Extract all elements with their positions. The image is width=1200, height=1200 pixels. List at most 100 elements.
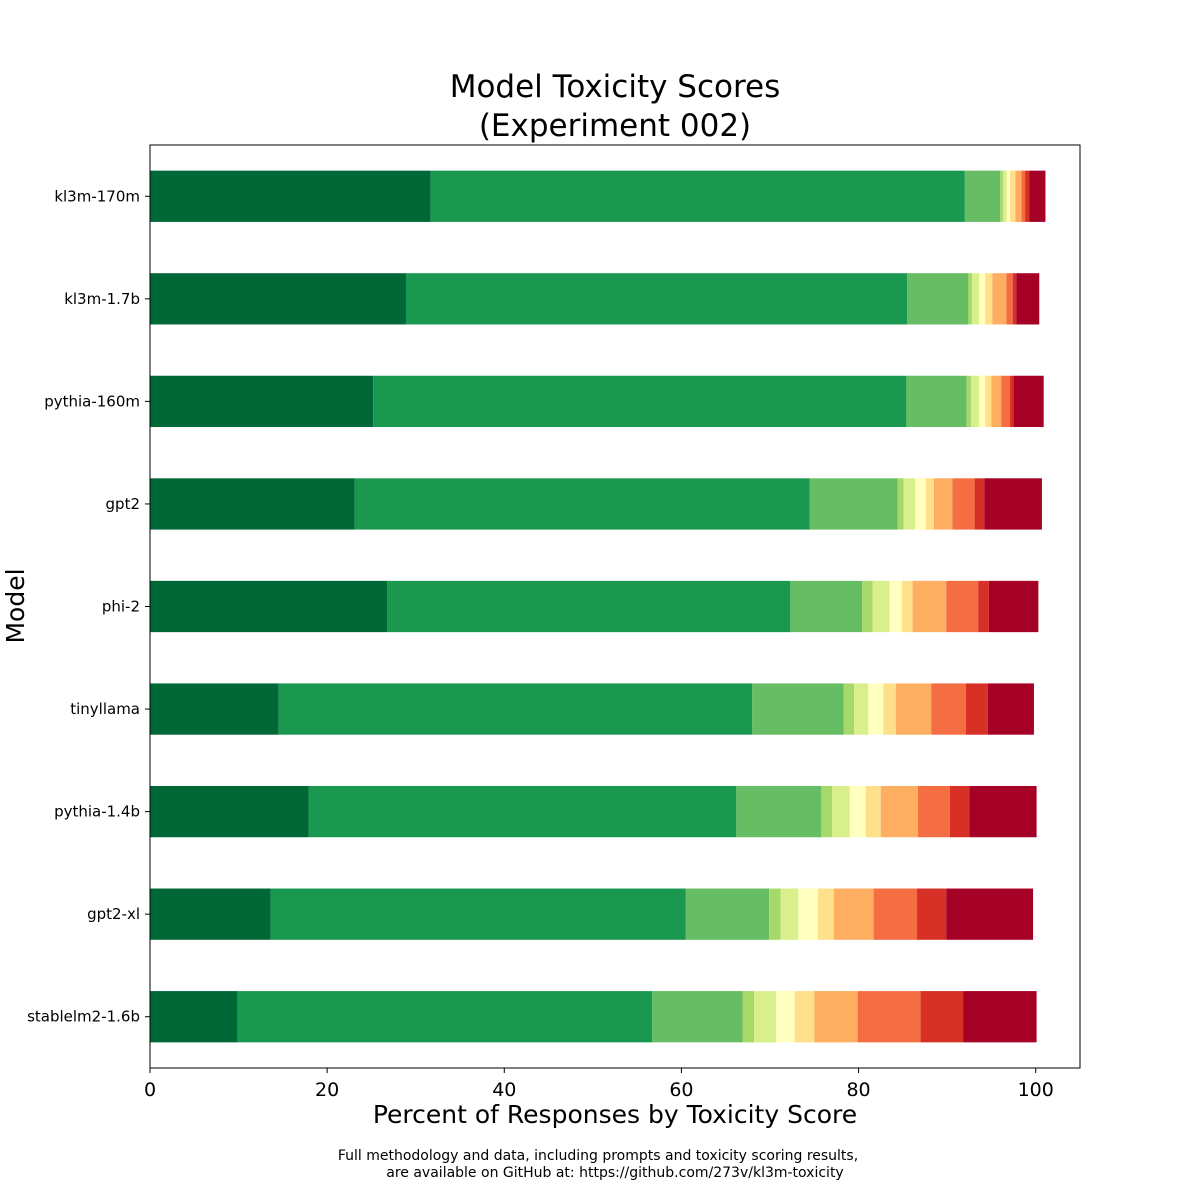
bar-segment-gpt2-xl-score-10 (946, 888, 1034, 940)
y-tick-label-gpt2: gpt2 (106, 495, 140, 513)
bar-segment-gpt2-score-9 (974, 478, 985, 530)
bar-segment-pythia-160m-score-9 (1010, 375, 1014, 428)
bar-stack-tinyllama (150, 683, 1034, 735)
bar-segment-tinyllama-score-5 (868, 683, 884, 735)
bar-segment-pythia-1.4b-score-3 (821, 785, 832, 838)
x-tick-label: 100 (1018, 1079, 1054, 1101)
bar-segment-tinyllama-score-8 (931, 683, 966, 735)
bar-segment-kl3m-1.7b-score-6 (985, 273, 993, 325)
y-axis-label: Model (1, 568, 30, 643)
bar-segment-gpt2-score-4 (903, 478, 916, 530)
bar-segment-gpt2-xl-score-4 (780, 888, 799, 940)
bar-segment-kl3m-170m-score-10 (1029, 170, 1046, 222)
y-tick-label-kl3m-1.7b: kl3m-1.7b (64, 290, 140, 308)
bar-segment-gpt2-score-10 (984, 478, 1042, 530)
footnote-line-1: Full methodology and data, including pro… (338, 1148, 858, 1164)
bar-segment-pythia-160m-score-0 (150, 375, 374, 428)
bar-segment-pythia-1.4b-score-4 (832, 785, 850, 838)
bar-segment-tinyllama-score-7 (895, 683, 932, 735)
bar-segment-pythia-160m-score-2 (906, 375, 967, 428)
bar-segment-pythia-160m-score-6 (985, 375, 992, 428)
bar-segment-pythia-160m-score-4 (971, 375, 980, 428)
bar-segment-tinyllama-score-6 (883, 683, 896, 735)
bar-segment-phi-2-score-2 (790, 580, 863, 633)
chart-title: Model Toxicity Scores (Experiment 002) (450, 69, 781, 144)
bar-segment-gpt2-xl-score-2 (685, 888, 770, 940)
bar-segment-gpt2-xl-score-3 (769, 888, 781, 940)
bar-segment-pythia-1.4b-score-9 (949, 785, 970, 838)
bar-segment-kl3m-170m-score-4 (1002, 170, 1007, 222)
bar-segment-tinyllama-score-0 (150, 683, 279, 735)
bar-segment-kl3m-170m-score-8 (1021, 170, 1026, 222)
bar-segment-gpt2-xl-score-0 (150, 888, 271, 940)
y-axis-ticks: kl3m-170m kl3m-1.7b pythia-160m gpt2 phi-2 ti… (27, 187, 150, 1026)
bar-segment-pythia-160m-score-5 (979, 375, 986, 428)
bar-segment-kl3m-1.7b-score-1 (405, 273, 908, 325)
bar-stack-kl3m-170m (150, 170, 1046, 222)
bar-segment-kl3m-1.7b-score-3 (968, 273, 972, 325)
chart-title-line-2: (Experiment 002) (479, 108, 751, 144)
bar-stack-kl3m-1.7b (150, 273, 1040, 325)
bar-segment-pythia-1.4b-score-5 (849, 785, 866, 838)
bar-stack-gpt2 (150, 478, 1042, 530)
bar-segment-phi-2-score-0 (150, 580, 388, 633)
bar-segment-kl3m-1.7b-score-0 (150, 273, 406, 325)
bar-segment-kl3m-1.7b-score-10 (1016, 273, 1040, 325)
bar-segment-gpt2-score-0 (150, 478, 355, 530)
bar-segment-kl3m-1.7b-score-8 (1006, 273, 1013, 325)
bar-segment-stablelm2-1.6b-score-2 (652, 991, 743, 1043)
bar-segment-gpt2-xl-score-9 (917, 888, 947, 940)
bar-segment-phi-2-score-5 (889, 580, 902, 633)
bar-stack-phi-2 (150, 580, 1039, 633)
bar-stack-gpt2-xl (150, 888, 1034, 940)
bar-segment-gpt2-score-5 (915, 478, 926, 530)
bar-segment-pythia-1.4b-score-0 (150, 785, 309, 838)
bar-segment-tinyllama-score-2 (752, 683, 844, 735)
bar-segment-kl3m-1.7b-score-7 (992, 273, 1007, 325)
bar-segment-gpt2-score-3 (897, 478, 904, 530)
y-tick-label-stablelm2-1.6b: stablelm2-1.6b (27, 1008, 140, 1026)
bar-segment-gpt2-score-8 (952, 478, 975, 530)
bar-segment-gpt2-score-1 (354, 478, 810, 530)
bar-segment-pythia-160m-score-10 (1013, 375, 1044, 428)
bar-segment-gpt2-xl-score-5 (798, 888, 818, 940)
footnote-line-2: are available on GitHub at: https://gith… (386, 1165, 843, 1181)
bar-segment-kl3m-170m-score-9 (1025, 170, 1030, 222)
bar-segment-gpt2-xl-score-6 (817, 888, 834, 940)
bar-stack-pythia-1.4b (150, 785, 1037, 838)
bar-stacks (150, 170, 1046, 1043)
bar-segment-pythia-160m-score-3 (966, 375, 972, 428)
bar-segment-stablelm2-1.6b-score-6 (794, 991, 815, 1043)
bar-segment-tinyllama-score-3 (843, 683, 855, 735)
bar-segment-stablelm2-1.6b-score-0 (150, 991, 238, 1043)
bar-segment-kl3m-170m-score-7 (1015, 170, 1022, 222)
bar-segment-pythia-1.4b-score-10 (969, 785, 1037, 838)
bar-segment-phi-2-score-9 (978, 580, 989, 633)
bar-segment-pythia-1.4b-score-7 (880, 785, 918, 838)
bar-segment-stablelm2-1.6b-score-1 (237, 991, 653, 1043)
chart-title-line-1: Model Toxicity Scores (450, 69, 781, 105)
y-tick-label-kl3m-170m: kl3m-170m (54, 187, 140, 205)
bar-segment-kl3m-1.7b-score-2 (907, 273, 969, 325)
x-axis-ticks: 0 20 40 60 80 100 (144, 1068, 1054, 1101)
y-tick-label-tinyllama: tinyllama (70, 700, 140, 718)
bar-segment-stablelm2-1.6b-score-3 (742, 991, 755, 1043)
bar-segment-gpt2-xl-score-7 (833, 888, 874, 940)
x-axis-label: Percent of Responses by Toxicity Score (373, 1100, 857, 1129)
bar-segment-kl3m-170m-score-6 (1010, 170, 1016, 222)
bar-segment-kl3m-170m-score-1 (430, 170, 965, 222)
bar-segment-kl3m-170m-score-5 (1006, 170, 1011, 222)
bar-segment-phi-2-score-1 (387, 580, 791, 633)
bar-segment-phi-2-score-4 (872, 580, 890, 633)
bar-segment-pythia-1.4b-score-1 (308, 785, 737, 838)
bar-stack-pythia-160m (150, 375, 1044, 428)
x-tick-label: 80 (846, 1079, 870, 1101)
bar-segment-pythia-160m-score-8 (1001, 375, 1011, 428)
bar-segment-phi-2-score-10 (988, 580, 1039, 633)
bar-segment-kl3m-170m-score-2 (964, 170, 1001, 222)
bar-segment-kl3m-1.7b-score-4 (971, 273, 980, 325)
x-tick-label: 40 (492, 1079, 516, 1101)
bar-segment-pythia-160m-score-1 (373, 375, 907, 428)
